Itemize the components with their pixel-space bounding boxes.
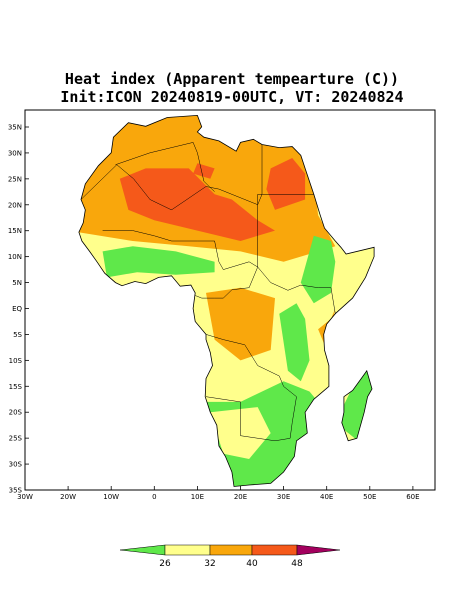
colorbar-segment	[251, 544, 298, 556]
title-line-2: Init:ICON 20240819-00UTC, VT: 20240824	[60, 88, 403, 106]
zone-congo-hot	[206, 287, 275, 361]
zone-lakes-green	[279, 303, 310, 382]
lat-label: 25N	[8, 175, 22, 183]
colorbar-label: 48	[291, 559, 303, 569]
lat-label: 10N	[8, 253, 22, 261]
lat-label: 10S	[9, 357, 23, 365]
coastline	[78, 114, 375, 487]
lat-label: 35N	[8, 124, 22, 132]
border	[205, 334, 297, 442]
lat-label: 20N	[8, 201, 22, 209]
zone-sahel-green	[102, 246, 215, 278]
title-line-1: Heat index (Apparent tempearture (C))	[65, 70, 399, 88]
lat-label: 30S	[9, 461, 23, 469]
zone-sahara-hottest	[119, 168, 275, 241]
lon-label: 20E	[234, 493, 247, 501]
border	[195, 144, 263, 299]
border	[80, 164, 314, 211]
zone-egypt-hottest	[266, 158, 306, 210]
colorbar-segment	[164, 544, 211, 556]
lon-label: 10E	[191, 493, 204, 501]
lon-label: 30W	[17, 493, 33, 501]
colorbar-segment	[296, 544, 341, 556]
colorbar-label: 26	[159, 559, 171, 569]
border	[102, 230, 336, 314]
colorbar-label: 40	[246, 559, 258, 569]
lon-label: 10W	[103, 493, 119, 501]
colorbar-label: 32	[204, 559, 215, 569]
lon-label: 50E	[363, 493, 376, 501]
lon-label: 20W	[60, 493, 76, 501]
lat-label: EQ	[12, 305, 22, 313]
colorbar-segment	[209, 544, 253, 556]
lat-label: 15S	[9, 383, 23, 391]
axes: 35N 30N 25N 20N 15N 10N 5N EQ 5S 10S 15S 20S 25S 30S 3…	[8, 124, 420, 502]
zone-mada-green	[335, 360, 375, 444]
lon-label: 40E	[320, 493, 333, 501]
land-fill	[78, 115, 375, 487]
zone-libya-hot	[193, 163, 215, 179]
lat-label: 25S	[9, 435, 23, 443]
lon-label: 0	[152, 493, 156, 501]
border	[115, 142, 215, 192]
lat-label: 20S	[9, 409, 23, 417]
lat-label: 5N	[12, 279, 22, 287]
lat-label: 30N	[8, 149, 22, 157]
colorbar-segment	[119, 544, 166, 556]
lat-label: 15N	[8, 227, 22, 235]
map-frame	[24, 109, 436, 491]
colorbar: 26 32 40 48	[119, 544, 341, 569]
lon-label: 30E	[277, 493, 290, 501]
lat-label: 5S	[13, 331, 22, 339]
map-area	[78, 114, 375, 487]
lat-label: 35S	[9, 487, 23, 495]
lon-label: 60E	[406, 493, 419, 501]
